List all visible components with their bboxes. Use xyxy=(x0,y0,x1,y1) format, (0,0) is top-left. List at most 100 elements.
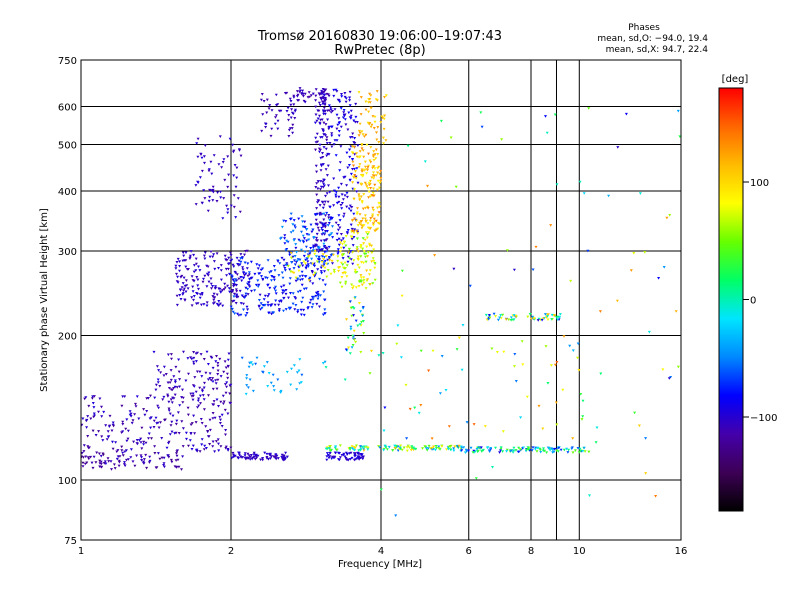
data-point xyxy=(321,206,325,210)
data-point xyxy=(219,190,222,194)
data-point xyxy=(248,361,252,365)
data-point xyxy=(276,260,280,263)
data-point xyxy=(222,197,226,200)
data-point xyxy=(305,257,309,260)
data-point xyxy=(347,247,351,251)
data-point xyxy=(209,282,213,286)
data-point xyxy=(291,292,295,295)
data-point xyxy=(360,226,364,230)
data-point xyxy=(350,235,354,239)
data-point xyxy=(346,166,350,170)
data-point xyxy=(571,451,575,454)
data-point xyxy=(329,111,333,114)
data-point xyxy=(201,390,204,393)
data-point xyxy=(319,98,323,101)
y-tick-label: 300 xyxy=(58,247,77,258)
data-point xyxy=(371,115,375,118)
data-point xyxy=(225,381,229,384)
data-point xyxy=(285,455,289,459)
data-point xyxy=(107,460,111,463)
data-point xyxy=(324,214,327,217)
data-point xyxy=(246,287,250,291)
data-point xyxy=(235,166,239,170)
data-point xyxy=(224,433,227,437)
data-point xyxy=(349,172,353,176)
data-point xyxy=(376,153,380,156)
data-point xyxy=(342,176,346,179)
data-point xyxy=(330,134,334,138)
data-point xyxy=(194,269,198,272)
data-point xyxy=(225,274,229,277)
data-point xyxy=(579,393,583,396)
data-point xyxy=(353,453,357,457)
data-point xyxy=(452,447,456,450)
data-point xyxy=(237,451,241,455)
data-point xyxy=(546,382,550,385)
data-point xyxy=(313,249,317,253)
data-point xyxy=(321,152,324,155)
data-point xyxy=(102,410,106,414)
data-point xyxy=(449,445,452,449)
data-point xyxy=(352,231,356,235)
data-point xyxy=(349,117,353,120)
data-point xyxy=(368,372,372,375)
data-point xyxy=(304,258,308,262)
data-point xyxy=(654,495,658,498)
data-point xyxy=(211,412,215,415)
data-point xyxy=(211,387,215,391)
data-point xyxy=(484,313,488,317)
data-point xyxy=(323,308,327,311)
data-point xyxy=(239,302,243,305)
data-point xyxy=(542,447,545,450)
data-point xyxy=(471,451,475,454)
data-point xyxy=(372,259,376,263)
data-point xyxy=(408,407,412,411)
data-point xyxy=(229,446,233,450)
data-point xyxy=(246,293,250,296)
data-point xyxy=(173,379,177,382)
data-point xyxy=(311,228,315,232)
data-point xyxy=(342,212,346,216)
data-point xyxy=(449,448,453,451)
data-point xyxy=(347,251,351,254)
data-point xyxy=(505,450,509,453)
data-point xyxy=(258,272,262,275)
data-point xyxy=(140,456,143,459)
data-point xyxy=(292,96,296,99)
data-point xyxy=(371,166,375,170)
data-point xyxy=(338,169,342,172)
data-point xyxy=(298,358,302,361)
data-point xyxy=(344,100,348,104)
data-point xyxy=(350,445,354,448)
data-point xyxy=(142,458,146,461)
data-point xyxy=(318,305,321,309)
data-point xyxy=(333,446,337,450)
data-point xyxy=(322,184,326,188)
data-point xyxy=(283,234,287,237)
data-point xyxy=(350,227,354,231)
data-point xyxy=(356,452,360,455)
data-point xyxy=(211,380,215,383)
data-point xyxy=(216,438,220,441)
data-point xyxy=(200,443,204,446)
data-point xyxy=(341,237,345,240)
data-point xyxy=(354,444,358,448)
data-point xyxy=(229,251,232,255)
data-point xyxy=(474,477,478,480)
data-point xyxy=(246,452,250,456)
data-point xyxy=(244,272,248,276)
data-point xyxy=(359,445,363,448)
data-point xyxy=(322,110,325,113)
data-point xyxy=(559,448,563,452)
data-point xyxy=(252,451,256,455)
data-point xyxy=(189,250,193,253)
data-point xyxy=(344,282,347,286)
data-point xyxy=(126,429,130,433)
data-point xyxy=(376,188,379,192)
data-point xyxy=(382,117,386,121)
data-point xyxy=(274,299,278,303)
data-point xyxy=(323,225,327,229)
data-point xyxy=(331,225,334,228)
data-point xyxy=(177,432,181,435)
legend-title: Phases xyxy=(628,23,660,33)
